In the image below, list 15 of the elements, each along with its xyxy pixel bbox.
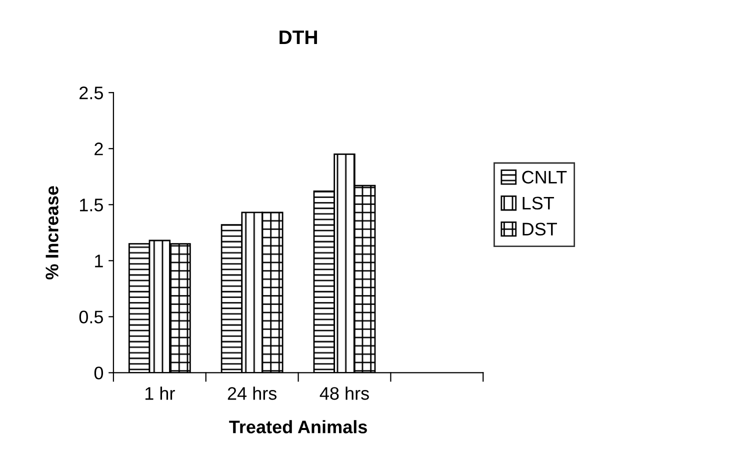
y-tick-label: 1 bbox=[95, 254, 103, 268]
y-tick-label: 1.5 bbox=[80, 198, 103, 212]
x-tick-label: 24 hrs bbox=[228, 386, 277, 400]
y-tick-label: 0.5 bbox=[79, 310, 103, 324]
legend-label: CNLT bbox=[522, 170, 567, 184]
y-tick-label: 2 bbox=[94, 142, 103, 156]
x-tick-label: 1 hr bbox=[145, 386, 175, 400]
legend-label: DST bbox=[522, 222, 557, 236]
y-axis-title: % Increase bbox=[46, 186, 58, 280]
y-tick-label: 2.5 bbox=[80, 86, 103, 100]
x-axis-title: Treated Animals bbox=[229, 420, 367, 434]
y-tick-label: 0 bbox=[94, 366, 104, 380]
legend-label: LST bbox=[522, 196, 554, 210]
x-tick-label: 48 hrs bbox=[320, 386, 369, 400]
chart-title: DTH bbox=[280, 30, 317, 44]
